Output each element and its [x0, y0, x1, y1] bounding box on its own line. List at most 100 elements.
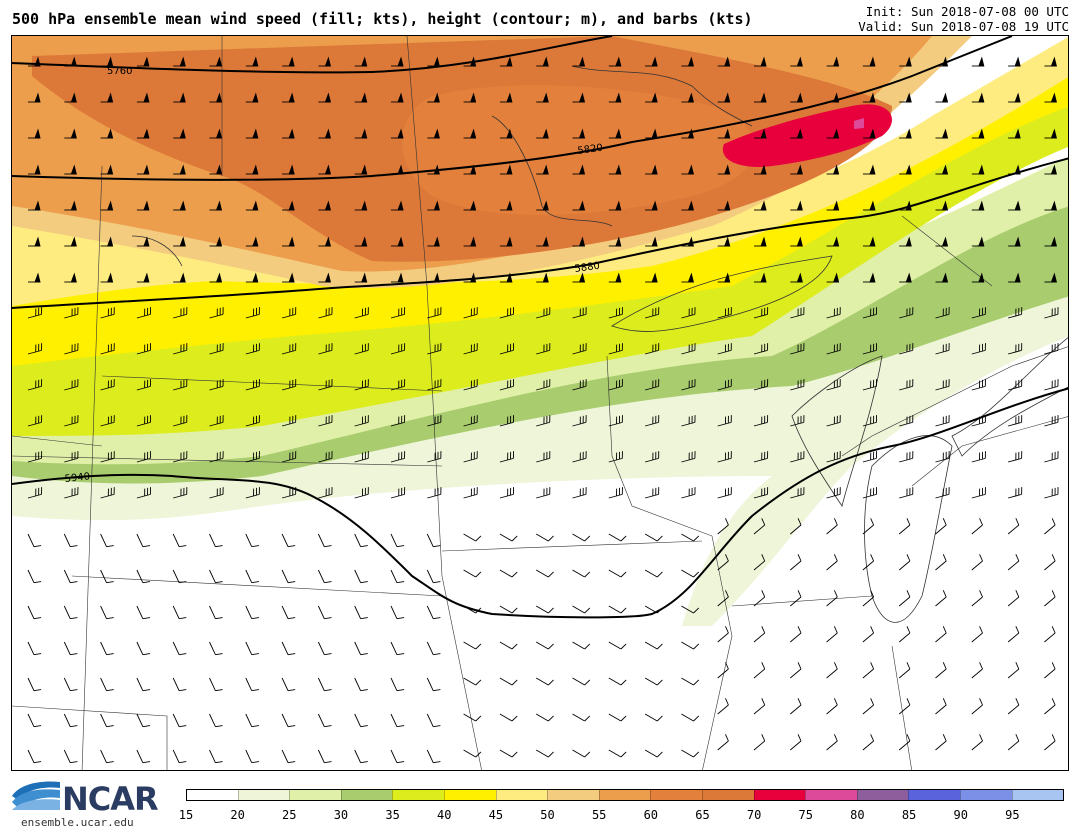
- wind-barb: [318, 272, 331, 283]
- wind-barb: [899, 415, 914, 427]
- wind-barb: [753, 343, 769, 355]
- wind-barb: [862, 554, 875, 571]
- wind-barb: [209, 343, 224, 355]
- wind-barb: [681, 164, 694, 175]
- wind-barb: [136, 379, 151, 391]
- wind-barb: [644, 677, 663, 686]
- wind-barb: [390, 451, 406, 463]
- wind-barb: [717, 415, 732, 427]
- wind-barb: [281, 487, 297, 499]
- wind-barb: [862, 698, 875, 715]
- wind-barb: [535, 605, 554, 614]
- wind-barb: [899, 451, 914, 463]
- wind-barb: [1007, 343, 1023, 355]
- wind-barb: [28, 272, 41, 283]
- wind-barb: [971, 590, 983, 607]
- wind-barb: [136, 236, 150, 247]
- wind-barb: [572, 487, 587, 499]
- wind-barb: [681, 307, 696, 319]
- wind-barb: [354, 343, 369, 355]
- wind-barb: [608, 236, 622, 247]
- wind-barb: [717, 487, 732, 499]
- wind-barb: [354, 749, 368, 764]
- wind-barb: [971, 662, 983, 679]
- wind-barb: [1044, 415, 1059, 427]
- wind-barb: [536, 451, 551, 463]
- wind-barb: [790, 272, 803, 283]
- wind-barb: [173, 128, 186, 139]
- wind-barb: [318, 307, 333, 319]
- wind-barb: [681, 415, 696, 427]
- colorbar-swatch: [598, 790, 651, 800]
- wind-barb: [899, 128, 912, 139]
- contour-label-5760: 5760: [107, 66, 132, 77]
- wind-barb: [317, 533, 332, 548]
- wind-barb: [790, 343, 805, 355]
- wind-barb: [971, 451, 986, 463]
- wind-barb: [790, 307, 805, 319]
- wind-barb: [681, 677, 700, 686]
- wind-barb: [27, 713, 42, 728]
- wind-barb: [245, 200, 259, 211]
- wind-barb: [935, 518, 947, 535]
- wind-barb: [136, 713, 151, 728]
- wind-barb: [173, 307, 188, 319]
- wind-barb: [463, 272, 477, 283]
- wind-barb: [100, 343, 115, 355]
- wind-barb: [354, 200, 368, 211]
- wind-barb: [1044, 518, 1056, 535]
- wind-barb: [535, 533, 554, 542]
- wind-barb: [173, 200, 186, 211]
- wind-barb: [681, 749, 700, 758]
- wind-barb: [608, 533, 627, 542]
- wind-barb: [317, 641, 332, 656]
- colorbar-swatch: [547, 790, 599, 800]
- wind-barb: [100, 164, 114, 175]
- init-time: Init: Sun 2018-07-08 00 UTC: [865, 4, 1069, 19]
- wind-barb: [463, 677, 482, 686]
- wind-barb: [898, 662, 911, 679]
- wind-barb: [281, 379, 297, 391]
- wind-barb: [1007, 698, 1020, 715]
- wind-barb: [172, 533, 187, 548]
- wind-barb: [463, 164, 477, 175]
- wind-barb: [136, 343, 151, 355]
- wind-barb: [463, 128, 477, 139]
- wind-barb: [499, 533, 518, 542]
- wind-barb: [536, 307, 551, 319]
- wind-barb: [753, 518, 766, 535]
- colorbar-tick-label: 55: [591, 808, 607, 822]
- wind-barb: [826, 307, 841, 319]
- wind-barb: [427, 92, 440, 103]
- wind-barbs: [27, 56, 1059, 764]
- wind-barb: [1044, 734, 1056, 751]
- colorbar-tick-label: 35: [385, 808, 400, 822]
- ncar-logo-icon: [12, 781, 60, 810]
- wind-barb: [572, 605, 591, 614]
- wind-barb: [645, 200, 658, 211]
- wind-barb: [463, 379, 478, 391]
- wind-barb: [1007, 307, 1023, 319]
- wind-barb: [390, 713, 405, 728]
- wind-barb: [245, 677, 259, 692]
- wind-barb: [826, 272, 840, 283]
- wind-barb: [281, 451, 297, 463]
- wind-barb: [209, 200, 223, 211]
- wind-barb: [318, 200, 331, 211]
- wind-barb: [790, 451, 805, 463]
- wind-barb: [499, 236, 513, 247]
- wind-barb: [536, 272, 549, 283]
- wind-barb: [935, 698, 947, 715]
- wind-barb: [681, 56, 694, 67]
- colorbar-swatch: [701, 790, 754, 800]
- wind-barb: [463, 56, 477, 67]
- wind-barb: [317, 749, 332, 764]
- ensemble-url[interactable]: ensemble.ucar.edu: [21, 816, 134, 829]
- wind-barb: [753, 662, 766, 679]
- wind-barb: [136, 641, 151, 656]
- wind-barb: [1044, 662, 1056, 679]
- wind-barb: [572, 379, 587, 391]
- wind-barb: [935, 626, 947, 643]
- wind-barb: [754, 200, 767, 211]
- wind-barb: [862, 128, 876, 139]
